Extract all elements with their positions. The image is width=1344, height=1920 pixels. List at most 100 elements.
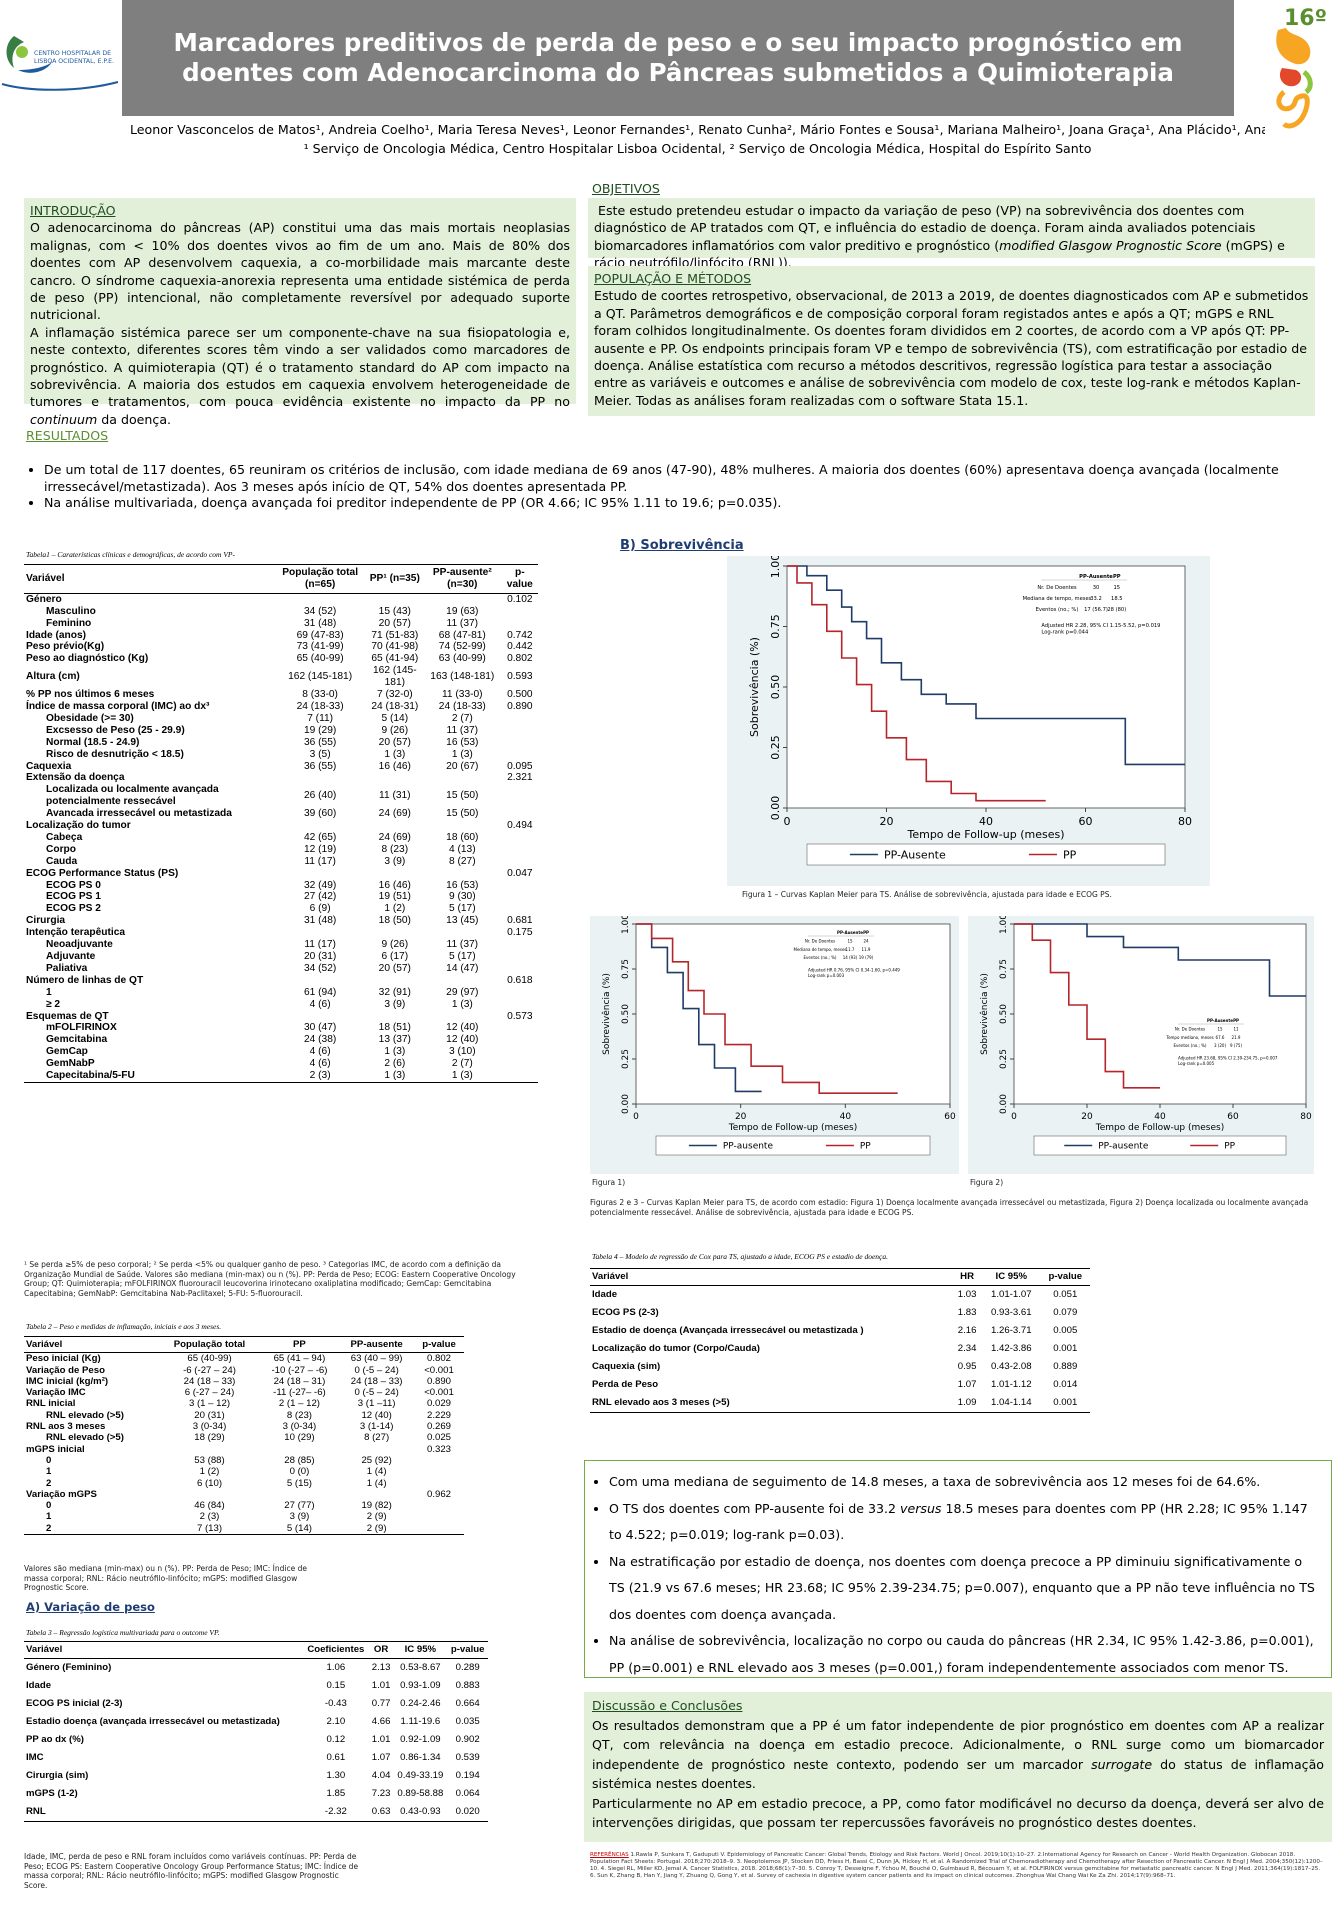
table-cell: 2.321 (507, 772, 533, 784)
km-chart: 0.00 0.25 0.50 0.75 1.00 0 20 40 60 80 Sobrevivênc… (727, 556, 1210, 886)
inset-cell: 18.5 (1111, 596, 1123, 602)
section-title: OBJETIVOS (592, 181, 660, 196)
table-cell: 2 (9) (339, 1522, 415, 1536)
table-cell: 1.04-1.14 (982, 1394, 1041, 1413)
table-cell: 0.001 (1053, 1343, 1078, 1354)
table-cell: <0.001 (424, 1387, 454, 1399)
poster-title: Marcadores preditivos de perda de peso e… (173, 28, 1183, 87)
table-cell: mFOLFIRINOX (46, 1022, 117, 1034)
table-row: PP ao dx (%) 0.12 1.01 0.92-1.09 0.902 (24, 1731, 488, 1749)
table-cell (502, 618, 538, 630)
table-row: GemNabP 4 (6) 2 (6) 2 (7) (24, 1058, 538, 1070)
table-cell (502, 606, 538, 618)
table-cell: 0.802 (507, 653, 533, 665)
table-row: Avancada irressecável ou metastizada 39 (… (24, 808, 538, 820)
inset-cell: 11 (1233, 1026, 1239, 1031)
y-tick-label: 1.00 (769, 556, 782, 578)
figure-caption: Figura 1 – Curvas Kaplan Meier para TS. … (742, 890, 1112, 899)
table-cell: RNL aos 3 meses (26, 1421, 106, 1433)
table-row: Género 0.102 (24, 593, 538, 605)
table-row: Extensão da doença 2.321 (24, 772, 538, 784)
table-cell: 0.802 (427, 1353, 452, 1365)
table-cell: Cauda (46, 855, 78, 867)
table-cell (159, 1444, 259, 1455)
table-cell: 13 (37) (378, 1034, 411, 1046)
table-cell (414, 1522, 464, 1536)
table-cell (502, 1034, 538, 1046)
table-row: Masculino 34 (52) 15 (43) 19 (63) (24, 606, 538, 618)
table-cell: Extensão da doença (26, 772, 125, 784)
table-cell: ECOG Performance Status (PS) (26, 867, 179, 879)
table-cell (159, 1489, 259, 1500)
text: modified Glasgow Prognostic Score (999, 237, 1222, 253)
inset-cell: 3 (20) (1214, 1043, 1226, 1048)
table-cell: Peso ao diagnóstico (Kg) (26, 653, 149, 665)
table-cell: 0.24-2.46 (400, 1698, 441, 1709)
table-cell: 36 (55) (303, 760, 337, 772)
table-cell: 1.07 (957, 1379, 977, 1390)
text: versus (900, 1500, 942, 1516)
table-row: ECOG PS 1 27 (42) 19 (51) 9 (30) (24, 891, 538, 903)
table-cell: 0.92-1.09 (400, 1734, 441, 1745)
table-cell: 3 (1 –11) (357, 1398, 396, 1410)
table-cell: 31 (48) (303, 915, 337, 927)
table-cell: Peso prévio(Kg) (26, 641, 105, 653)
bullet: Na estratificação por estadio de doença,… (609, 1549, 1321, 1629)
table-cell: 5 (17) (448, 903, 476, 915)
inset-cell: Mediana de tempo, meses (794, 947, 847, 952)
table: Variável População total (n=65) PP¹ (n=35)… (24, 564, 538, 1083)
bullet: Com uma mediana de seguimento de 14.8 me… (609, 1469, 1321, 1496)
congress-edition: 16º (1284, 6, 1328, 31)
inset-cell: 9 (75) (1230, 1043, 1242, 1048)
table-cell (339, 1444, 414, 1455)
table-cell (502, 784, 538, 808)
table-cell: 8 (27) (364, 1432, 390, 1444)
results-list: De um total de 117 doentes, 65 reuniram … (24, 462, 1314, 512)
legend-box (655, 1135, 931, 1156)
table-cell: 68 (47-81) (438, 629, 486, 641)
table-cell (423, 975, 502, 987)
table-row: Variação de Peso -6 (-27 – 24) -10 (-27 – … (24, 1365, 464, 1376)
inset-cell: 28 (80) (1107, 607, 1126, 613)
inset-cell: Mediana de tempo, meses (1023, 596, 1092, 602)
y-tick-label: 0.75 (999, 959, 1009, 979)
table-cell (502, 891, 538, 903)
table-cell: 70 (41-98) (371, 641, 419, 653)
inset-cell: Eventos (no.; %) (804, 955, 837, 960)
bullet: De um total de 117 doentes, 65 reuniram … (44, 462, 1314, 495)
table-note: Valores são mediana (min-max) ou n (%). … (24, 1564, 307, 1592)
table-row: Feminino 31 (48) 20 (57) 11 (37) (24, 618, 538, 630)
table-row: mGPS (1-2) 1.85 7.23 0.89-58.88 0.064 (24, 1785, 488, 1803)
table-cell: 0 (0) (289, 1466, 310, 1478)
table-cell: 5 (17) (448, 951, 476, 962)
table-caption: Tabela1 – Caraterísticas clínicas e demo… (26, 550, 236, 559)
table-cell: 20 (57) (378, 962, 411, 974)
table-row: Estadio de doença (Avançada irressecável… (590, 1322, 1090, 1340)
table-cell: -2.32 (302, 1803, 369, 1822)
table-row: IMC inicial (kg/m²) 24 (18 – 33) 24 (18 – … (24, 1376, 464, 1387)
table-cell: Excsesso de Peso (25 - 29.9) (46, 724, 185, 736)
table-header-cell: p-value (501, 564, 538, 594)
table-cell: ECOG PS 1 (46, 891, 101, 903)
table-cell: 12 (19) (303, 843, 337, 855)
table-cell: 19 (29) (303, 724, 337, 736)
table-cell: 1.26-3.71 (991, 1325, 1032, 1336)
table-cell: 0.020 (447, 1803, 488, 1822)
table-cell: 0.079 (1053, 1307, 1078, 1318)
table-cell: 2.16 (957, 1325, 977, 1336)
table-cell: 25 (92) (361, 1454, 392, 1466)
table-cell: 8 (23) (286, 1409, 312, 1421)
table-cell: 15 (50) (446, 808, 479, 820)
table-cell: 1.09 (952, 1394, 983, 1413)
table-cell: 0.175 (507, 927, 533, 939)
table-cell: 0 (-5 – 24) (354, 1364, 399, 1376)
table-cell: 7 (32-0) (376, 689, 413, 701)
table-cell: 0.12 (326, 1734, 346, 1745)
table-cell: 6 (-27 – 24) (184, 1387, 235, 1399)
table-row: Cirurgia 31 (48) 18 (50) 13 (45) 0.681 (24, 915, 538, 927)
table-cell: 1 (3) (451, 748, 473, 760)
y-tick-label: 0.00 (621, 1094, 631, 1114)
table: Variável Coeficientes OR IC 95% p-value Géner… (24, 1641, 488, 1822)
table-cell: Peso inicial (Kg) (26, 1353, 101, 1365)
x-tick-label: 60 (944, 1112, 956, 1122)
